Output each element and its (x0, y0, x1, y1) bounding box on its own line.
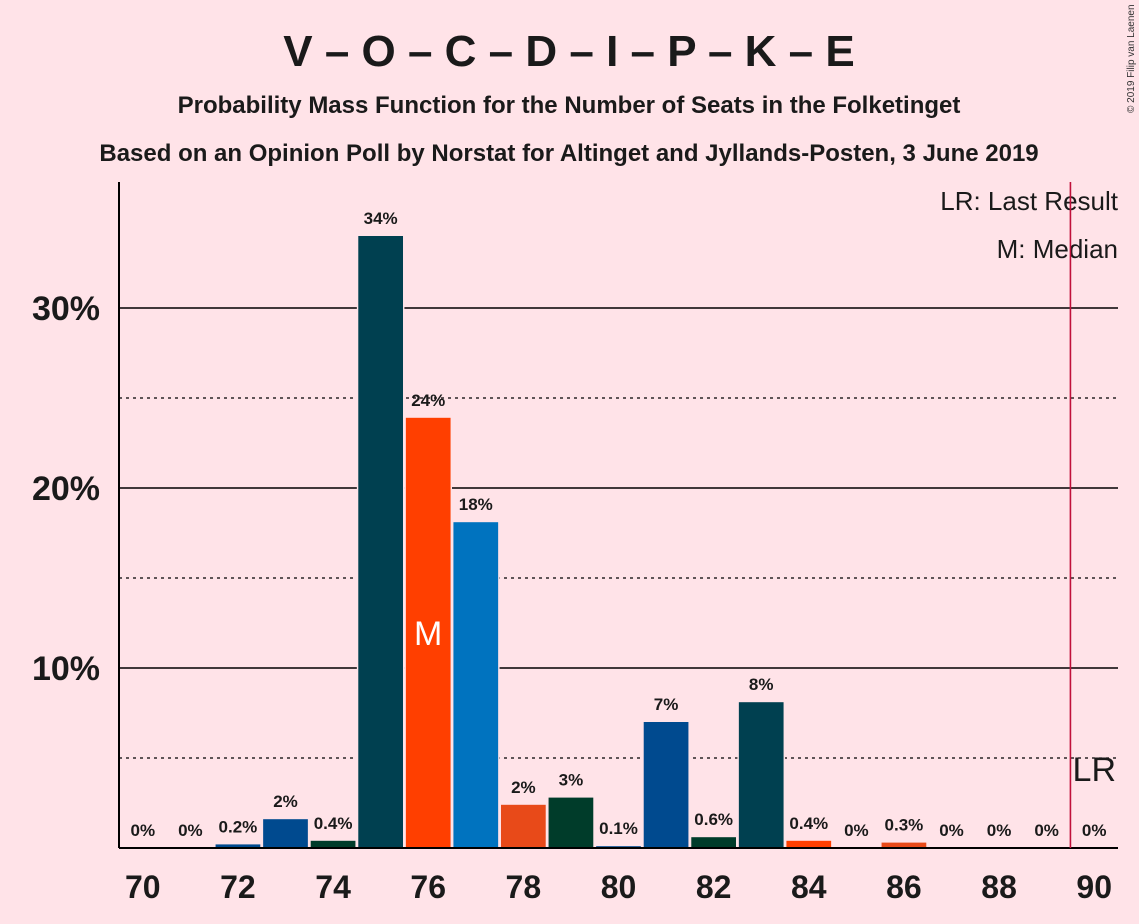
bar-seat-81 (643, 722, 689, 848)
data-label-seat-80: 0.1% (599, 819, 638, 838)
chart-subtitle-2: Based on an Opinion Poll by Norstat for … (99, 140, 1038, 167)
bar-seat-86 (881, 842, 927, 848)
y-tick-label: 30% (32, 290, 100, 328)
data-label-seat-71: 0% (178, 821, 203, 840)
data-label-seat-83: 8% (749, 675, 774, 694)
x-tick-label: 90 (1076, 869, 1112, 905)
bar-seat-82 (691, 837, 737, 848)
bar-seat-83 (738, 702, 784, 848)
bar-seat-74 (310, 840, 356, 848)
bar-seat-79 (548, 797, 594, 848)
y-tick-label: 20% (32, 470, 100, 508)
x-tick-label: 72 (220, 869, 256, 905)
x-tick-label: 84 (791, 869, 827, 905)
data-label-seat-70: 0% (130, 821, 155, 840)
data-label-seat-82: 0.6% (694, 810, 733, 829)
data-label-seat-75: 34% (364, 209, 398, 228)
gridlines (119, 307, 1118, 759)
chart-title: V – O – C – D – I – P – K – E (283, 27, 854, 76)
data-label-seat-90: 0% (1082, 821, 1107, 840)
markers: LR M (414, 182, 1116, 848)
data-label-seat-78: 2% (511, 778, 536, 797)
bar-seat-84 (786, 840, 832, 848)
legend-median: M: Median (997, 234, 1118, 264)
bar-seat-73 (263, 819, 308, 848)
x-tick-label: 70 (125, 869, 161, 905)
bar-seat-72 (215, 844, 261, 848)
data-label-seat-86: 0.3% (885, 816, 924, 835)
x-tick-labels: 70 72 74 76 78 80 82 84 86 88 90 (125, 869, 1112, 905)
y-tick-label: 10% (32, 650, 100, 688)
bar-background (594, 844, 643, 848)
x-tick-label: 86 (886, 869, 922, 905)
data-label-seat-87: 0% (939, 821, 964, 840)
data-label-seat-77: 18% (459, 495, 493, 514)
axes (118, 182, 1118, 849)
x-tick-label: 82 (696, 869, 732, 905)
data-label-seat-89: 0% (1034, 821, 1059, 840)
y-tick-labels: 10% 20% 30% (32, 290, 100, 688)
bar-seat-76 (405, 417, 451, 848)
x-tick-label: 76 (410, 869, 446, 905)
data-label-seat-72: 0.2% (219, 817, 258, 836)
bars (214, 234, 928, 848)
data-labels: 0% 0% 0.2% 2% 0.4% 34% 24% 18% 2% 3% 0.1% 7% 0.6% 8% 0… (130, 209, 1106, 840)
data-label-seat-76: 24% (411, 391, 445, 410)
legend-last-result: LR: Last Result (940, 186, 1119, 216)
bar-seat-77 (453, 522, 499, 848)
x-tick-label: 78 (506, 869, 542, 905)
x-tick-label: 80 (601, 869, 637, 905)
bar-seat-75 (358, 236, 404, 848)
data-label-seat-88: 0% (987, 821, 1012, 840)
median-marker: M (414, 615, 442, 653)
data-label-seat-73: 2% (273, 792, 298, 811)
last-result-marker: LR (1073, 751, 1116, 789)
data-label-seat-74: 0.4% (314, 814, 353, 833)
data-label-seat-84: 0.4% (789, 814, 828, 833)
bar-seat-78 (500, 804, 546, 848)
copyright-note: © 2019 Filip van Laenen (1126, 4, 1137, 113)
data-label-seat-85: 0% (844, 821, 869, 840)
chart-subtitle: Probability Mass Function for the Number… (178, 92, 961, 119)
data-label-seat-79: 3% (559, 771, 584, 790)
data-label-seat-81: 7% (654, 695, 679, 714)
x-tick-label: 74 (315, 869, 351, 905)
x-tick-label: 88 (981, 869, 1017, 905)
